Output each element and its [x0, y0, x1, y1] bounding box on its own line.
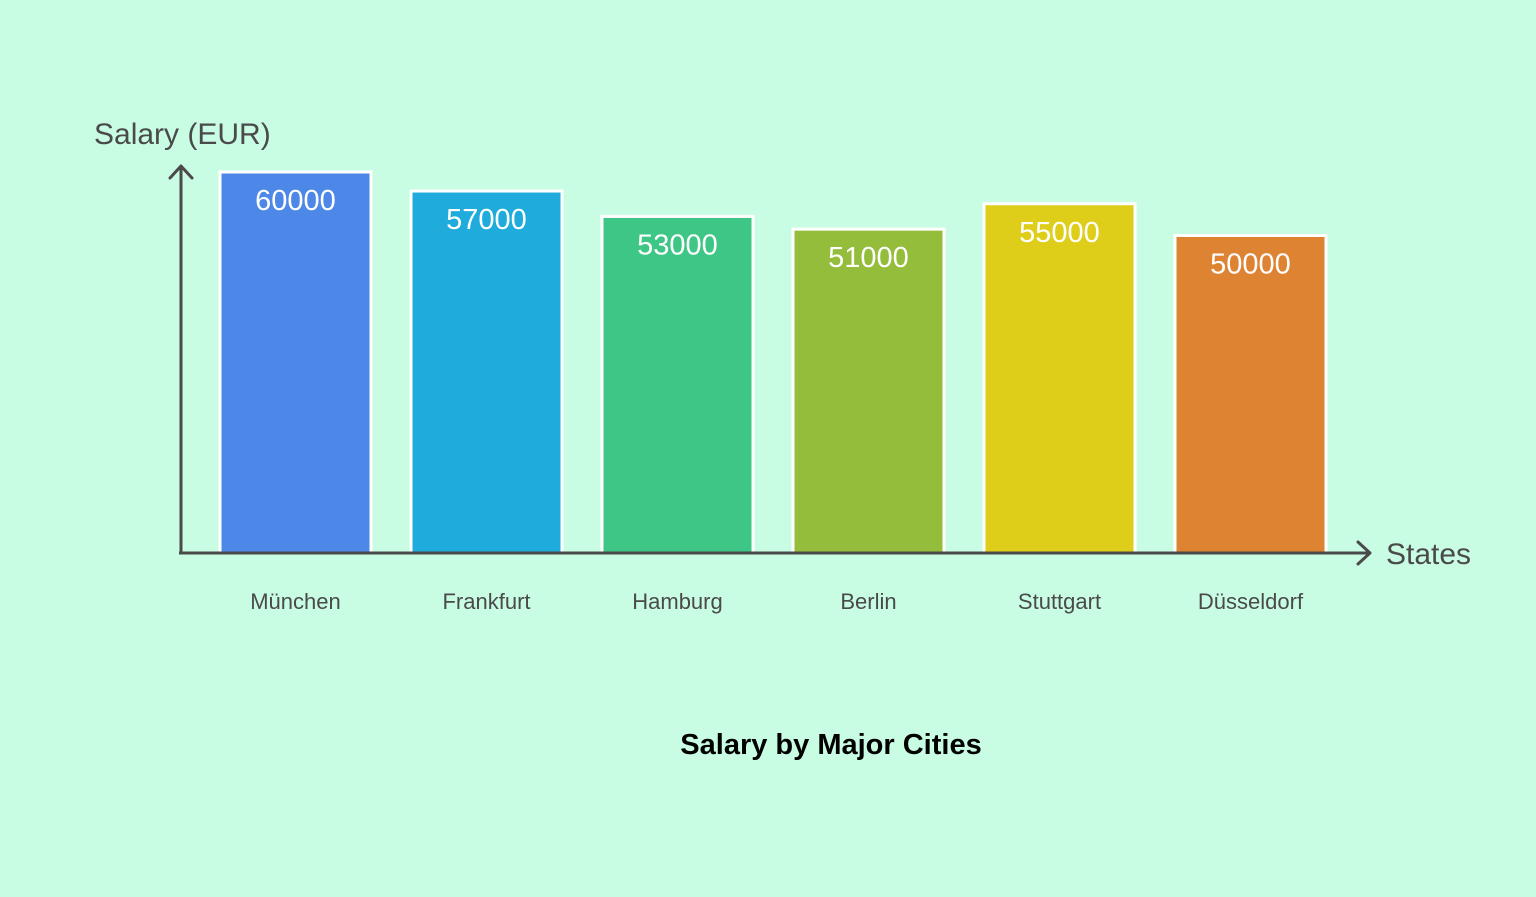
bar-2: [600, 214, 755, 555]
x-axis: [179, 540, 1372, 566]
x-tick-label: Hamburg: [632, 589, 722, 614]
bar-value-label: 60000: [255, 185, 336, 217]
x-tick-label: Stuttgart: [1018, 589, 1101, 614]
x-axis-arrowhead: [1356, 540, 1372, 566]
x-tick-label: Berlin: [840, 589, 896, 614]
bar-0: [218, 170, 373, 555]
bar-value-label: 51000: [828, 242, 909, 274]
bar-value-label: 55000: [1019, 217, 1100, 249]
bar-1: [409, 189, 564, 555]
x-tick-label: München: [250, 589, 341, 614]
bars-layer: 60000 57000 53000 51000 55000 50000: [218, 170, 1328, 555]
x-tick-label: Frankfurt: [442, 589, 530, 614]
y-axis-label: Salary (EUR): [94, 118, 271, 151]
bar-5: [1173, 234, 1328, 555]
bar-3: [791, 227, 946, 555]
y-axis-arrowhead: [168, 164, 194, 180]
x-axis-label: States: [1386, 538, 1471, 571]
x-tick-label: Düsseldorf: [1198, 589, 1304, 614]
chart-title: Salary by Major Cities: [680, 729, 981, 761]
x-tick-labels: München Frankfurt Hamburg Berlin Stuttgart Dü…: [250, 589, 1304, 614]
bar-value-label: 57000: [446, 204, 527, 236]
bar-4: [982, 202, 1137, 555]
bar-value-label: 50000: [1210, 249, 1291, 281]
bar-value-label: 53000: [637, 229, 718, 261]
y-axis: [168, 164, 194, 553]
